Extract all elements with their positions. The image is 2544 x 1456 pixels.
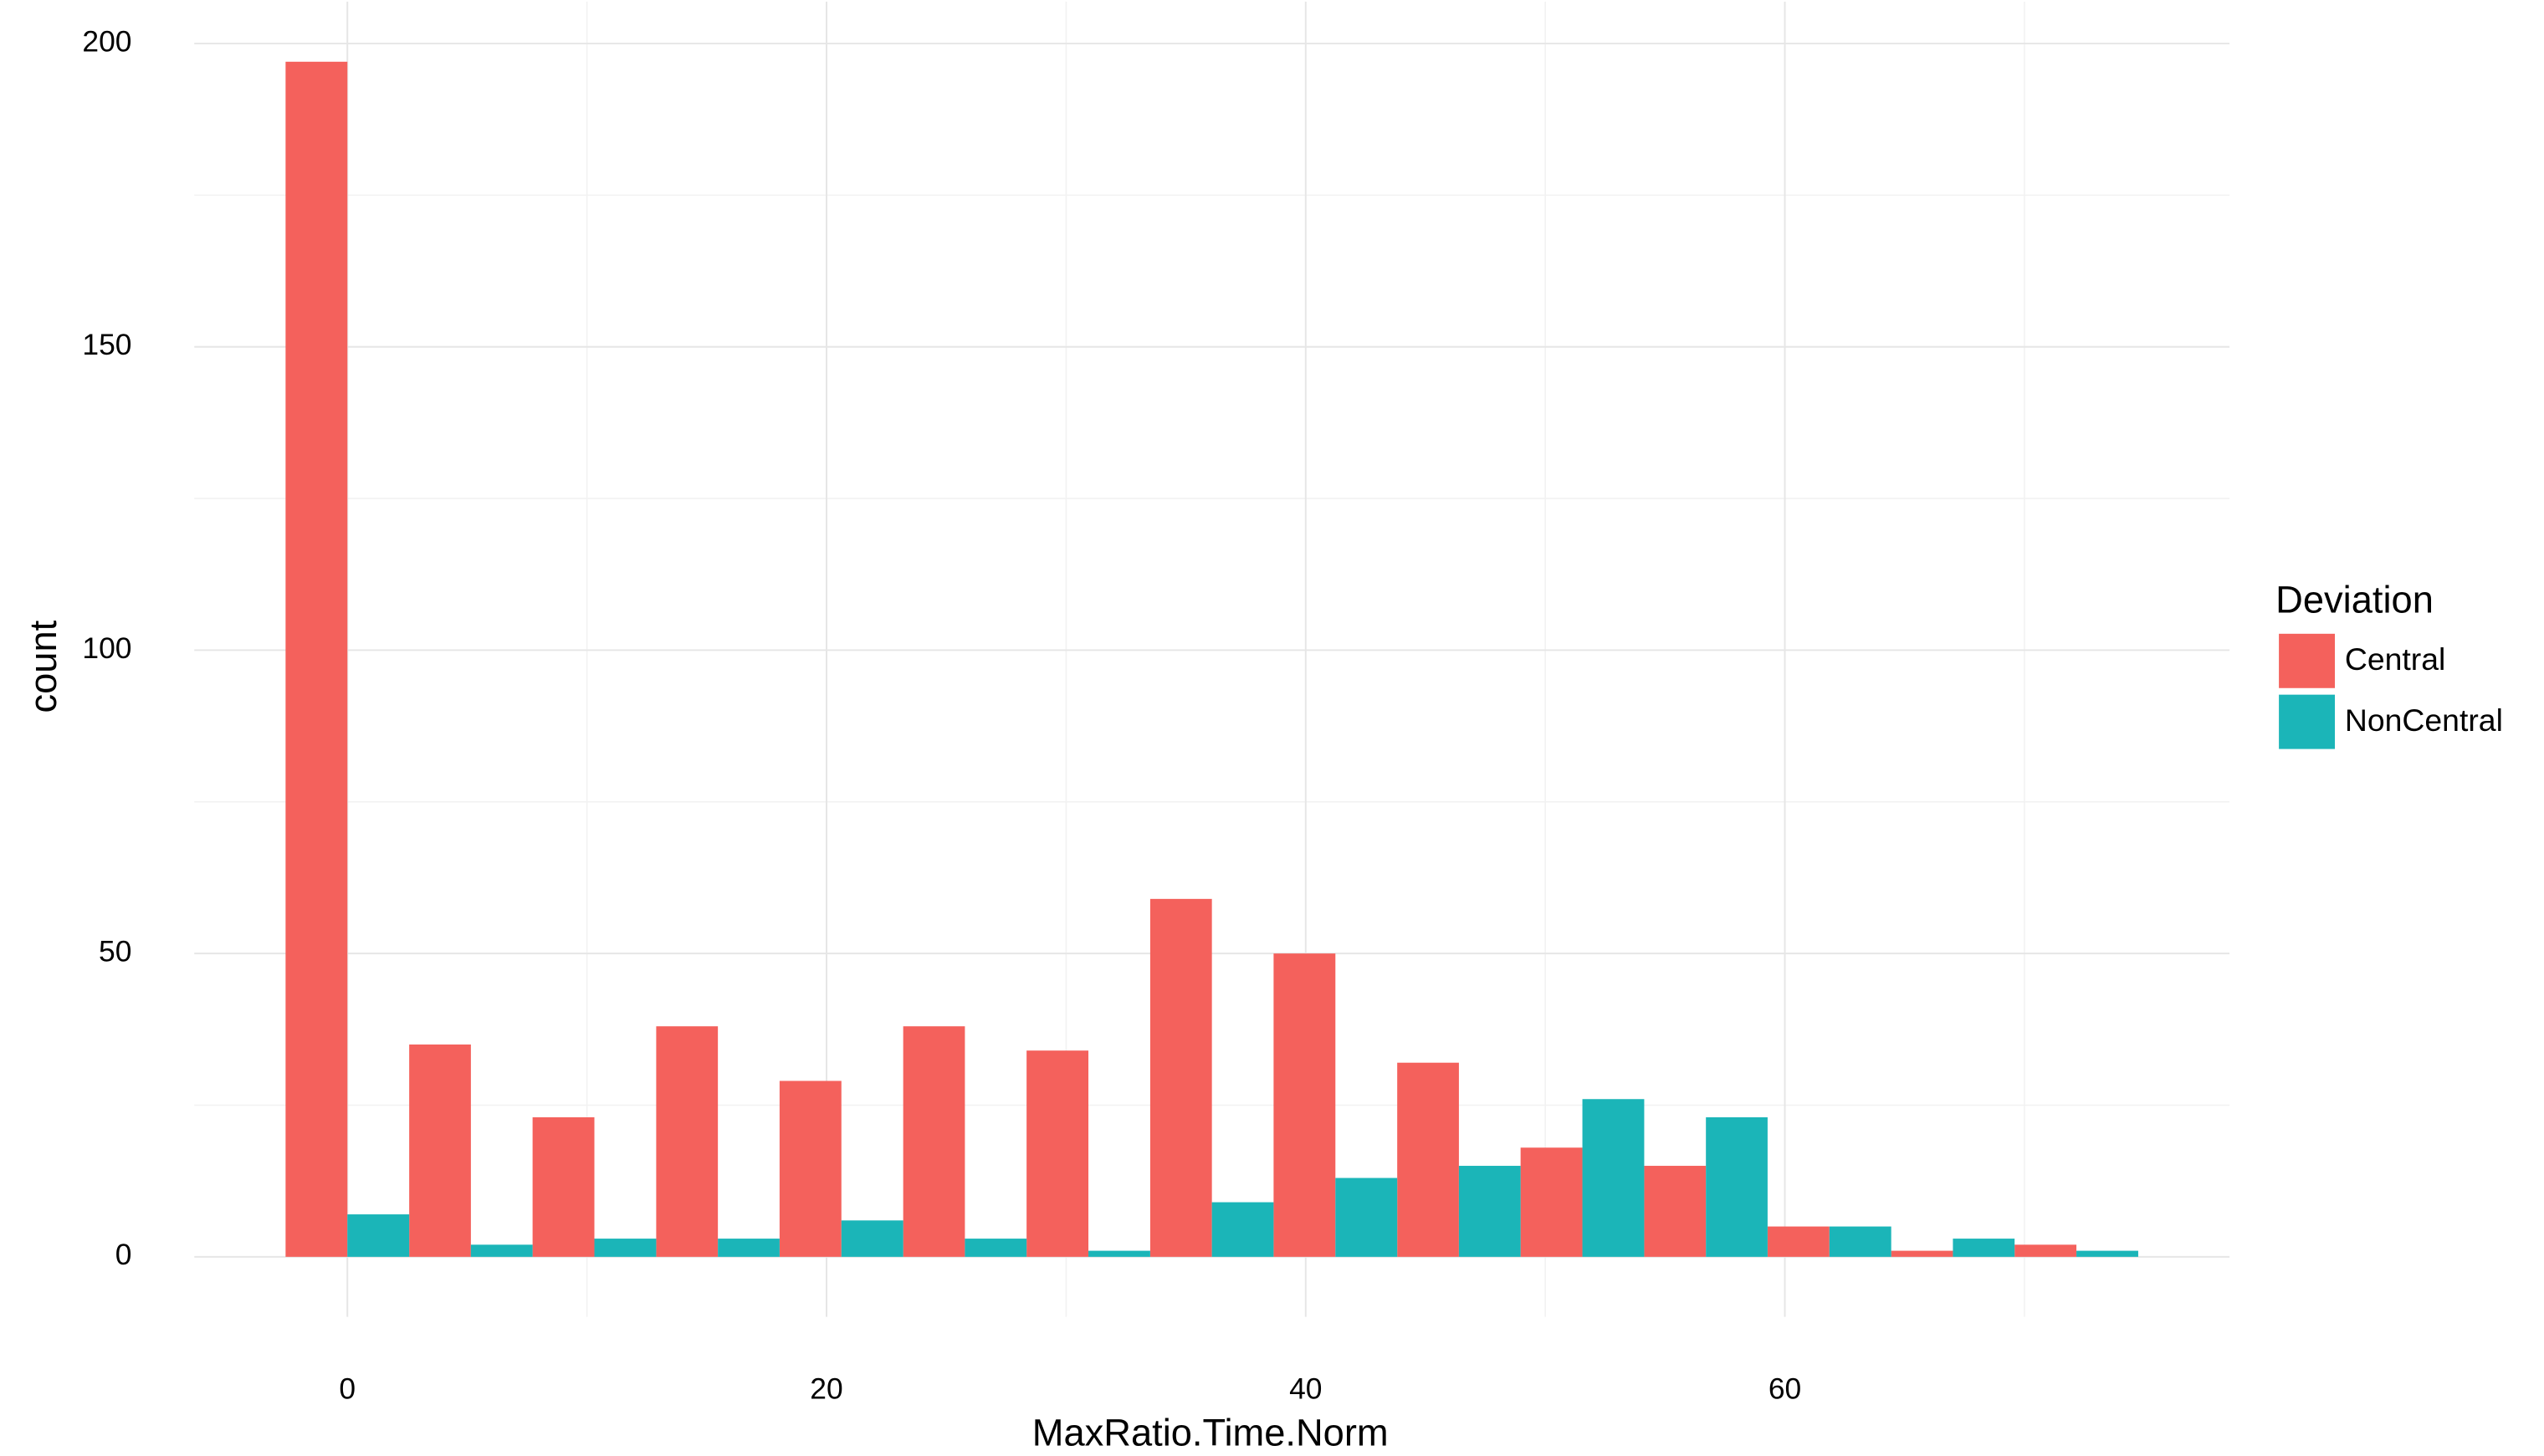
bar <box>656 1026 719 1257</box>
bar <box>1335 1178 1398 1257</box>
bar <box>1644 1166 1707 1257</box>
x-tick-label: 0 <box>339 1372 356 1406</box>
bar <box>1211 1202 1274 1257</box>
legend-swatch <box>2279 633 2336 688</box>
y-axis-title: count <box>22 620 64 713</box>
y-tick-label: 150 <box>82 328 131 361</box>
x-axis-title: MaxRatio.Time.Norm <box>1032 1411 1389 1453</box>
x-tick-label: 20 <box>810 1372 842 1406</box>
bar <box>1582 1099 1645 1257</box>
bar <box>718 1239 780 1257</box>
bar <box>779 1081 842 1257</box>
bar <box>841 1220 903 1257</box>
bar <box>1273 953 1336 1257</box>
bar <box>1088 1250 1150 1257</box>
bar <box>903 1026 965 1257</box>
bar <box>409 1044 471 1257</box>
bar <box>1706 1116 1768 1257</box>
bar <box>532 1116 595 1257</box>
x-tick-label: 40 <box>1289 1372 1322 1406</box>
y-tick-label: 0 <box>115 1238 132 1271</box>
bar <box>2014 1244 2077 1257</box>
bar <box>1767 1226 1830 1257</box>
legend-label: Central <box>2345 641 2445 677</box>
legend-swatch <box>2279 694 2336 749</box>
bar <box>1953 1239 2015 1257</box>
bar <box>1458 1166 1521 1257</box>
bar <box>470 1244 533 1257</box>
bar <box>965 1239 1027 1257</box>
legend-title: Deviation <box>2275 578 2434 621</box>
bar <box>2076 1250 2138 1257</box>
bar <box>1397 1062 1459 1257</box>
bar <box>594 1239 657 1257</box>
x-tick-label: 60 <box>1769 1372 1801 1406</box>
bar <box>1149 898 1212 1257</box>
bar <box>285 61 348 1257</box>
y-tick-label: 200 <box>82 24 131 58</box>
legend-label: NonCentral <box>2345 702 2503 738</box>
bar <box>347 1214 410 1257</box>
bar <box>1829 1226 1891 1257</box>
y-tick-label: 50 <box>99 935 131 968</box>
y-tick-label: 100 <box>82 631 131 665</box>
bar <box>1891 1250 1953 1257</box>
bar <box>1520 1147 1583 1257</box>
bar <box>1026 1050 1089 1257</box>
